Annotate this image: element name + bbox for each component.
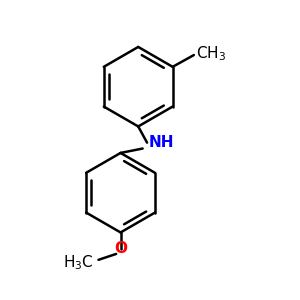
Text: O: O (114, 241, 127, 256)
Text: H$_3$C: H$_3$C (63, 254, 94, 272)
Text: NH: NH (148, 135, 174, 150)
Text: CH$_3$: CH$_3$ (196, 44, 226, 63)
